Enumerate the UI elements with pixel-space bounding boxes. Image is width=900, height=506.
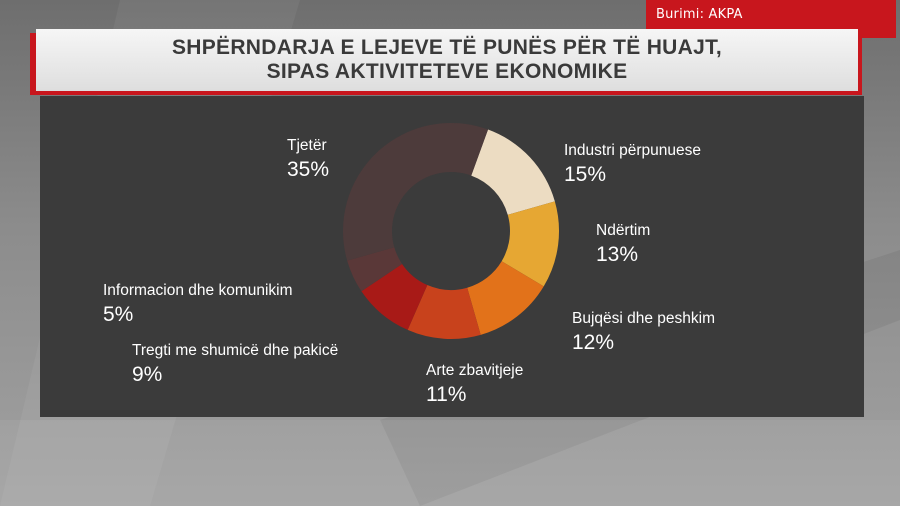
slice-percent: 15% <box>564 163 607 186</box>
donut-slice-1 <box>501 201 560 287</box>
slice-percent: 13% <box>596 243 639 266</box>
slice-percent: 5% <box>103 303 134 326</box>
slice-label-industri: Industri përpunuese 15% <box>564 141 701 188</box>
slice-name: Tregti me shumicë dhe pakicë <box>132 342 339 359</box>
slice-label-tjeter: Tjetër 35% <box>287 136 329 183</box>
slice-label-informacion: Informacion dhe komunikim 5% <box>103 281 293 328</box>
slice-label-tregti: Tregti me shumicë dhe pakicë 9% <box>132 341 338 388</box>
slice-label-arte: Arte zbavitjeje 11% <box>426 361 523 408</box>
slice-name: Arte zbavitjeje <box>426 362 524 379</box>
slice-percent: 9% <box>132 363 163 386</box>
slice-name: Industri përpunuese <box>564 142 702 159</box>
slice-percent: 35% <box>287 158 330 181</box>
donut-slice-2 <box>467 261 544 335</box>
chart-title-line-1: SHPËRNDARJA E LEJEVE TË PUNËS PËR TË HUA… <box>171 36 723 59</box>
source-label: Burimi: AKPA <box>656 7 743 22</box>
slice-percent: 12% <box>572 331 615 354</box>
chart-title-line-2: SIPAS AKTIVITETEVE EKONOMIKE <box>266 60 628 83</box>
title-box: SHPËRNDARJA E LEJEVE TË PUNËS PËR TË HUA… <box>36 29 858 91</box>
donut-slice-0 <box>471 129 555 215</box>
slice-percent: 11% <box>426 383 467 406</box>
donut-slice-5 <box>347 247 403 292</box>
donut-slice-3 <box>407 285 481 339</box>
donut-slice-6 <box>343 123 489 261</box>
slice-name: Bujqësi dhe peshkim <box>572 310 716 327</box>
slice-name: Informacion dhe komunikim <box>103 282 293 299</box>
slice-name: Tjetër <box>287 137 327 154</box>
donut-slice-4 <box>361 263 428 330</box>
chart-panel: Industri përpunuese 15% Ndërtim 13% Bujq… <box>40 96 864 417</box>
slice-label-ndertim: Ndërtim 13% <box>596 221 650 268</box>
slice-name: Ndërtim <box>596 222 651 239</box>
donut-chart <box>343 123 560 339</box>
slice-label-bujqesi: Bujqësi dhe peshkim 12% <box>572 309 715 356</box>
